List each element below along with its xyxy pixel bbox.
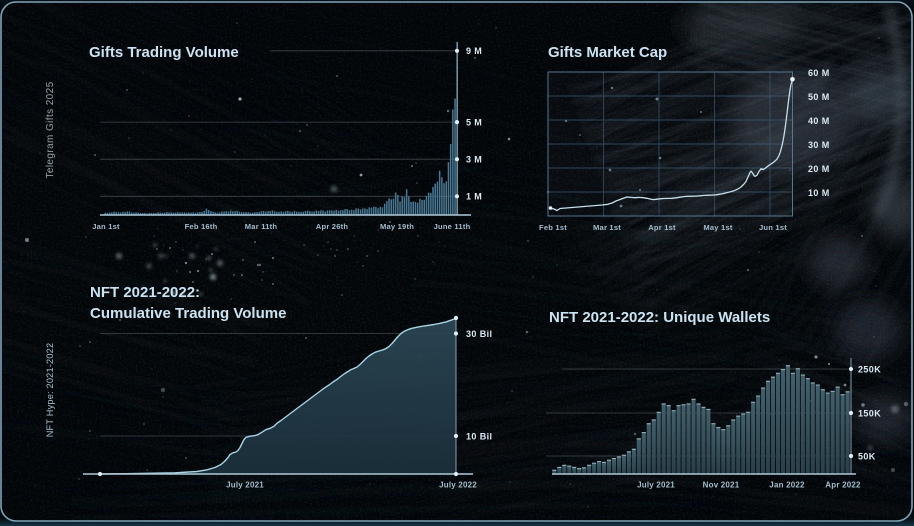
svg-text:July 2021: July 2021 <box>637 481 675 490</box>
svg-text:Apr 1st: Apr 1st <box>648 223 676 232</box>
svg-text:May 19th: May 19th <box>380 222 414 231</box>
svg-text:July 2022: July 2022 <box>439 481 477 490</box>
svg-text:1 M: 1 M <box>466 192 482 202</box>
svg-text:June 11th: June 11th <box>434 222 471 231</box>
svg-text:Feb 16th: Feb 16th <box>185 222 218 231</box>
svg-text:20 M: 20 M <box>808 164 830 174</box>
svg-text:Jan 2022: Jan 2022 <box>769 481 805 490</box>
svg-text:Nov 2021: Nov 2021 <box>703 481 740 490</box>
svg-text:30 M: 30 M <box>808 140 830 150</box>
svg-text:60 M: 60 M <box>808 68 830 78</box>
svg-text:Mar 1st: Mar 1st <box>593 223 621 232</box>
svg-text:Jun 1st: Jun 1st <box>759 223 787 232</box>
svg-text:Mar 11th: Mar 11th <box>245 222 278 231</box>
svg-text:150K: 150K <box>858 408 881 418</box>
svg-text:NFT 2021-2022: Unique Wallets: NFT 2021-2022: Unique Wallets <box>549 309 770 326</box>
svg-text:NFT Hype: 2021-2022: NFT Hype: 2021-2022 <box>45 343 55 438</box>
svg-text:Gifts Trading Volume: Gifts Trading Volume <box>89 44 239 61</box>
svg-text:Jan 1st: Jan 1st <box>92 222 120 231</box>
svg-text:Telegram Gifts 2025: Telegram Gifts 2025 <box>45 81 56 178</box>
svg-text:40 M: 40 M <box>808 116 830 126</box>
svg-text:50K: 50K <box>858 451 876 461</box>
svg-text:3 M: 3 M <box>466 154 482 164</box>
svg-text:9 M: 9 M <box>466 46 482 56</box>
svg-text:50 M: 50 M <box>808 92 830 102</box>
svg-text:Feb 1st: Feb 1st <box>539 223 567 232</box>
svg-text:10 Bil: 10 Bil <box>466 431 492 441</box>
svg-text:NFT 2021-2022:: NFT 2021-2022: <box>90 284 200 301</box>
svg-text:May 1st: May 1st <box>703 223 733 232</box>
svg-text:Apr 26th: Apr 26th <box>316 222 349 231</box>
svg-text:Apr 2022: Apr 2022 <box>825 481 861 490</box>
svg-text:10 M: 10 M <box>808 188 830 198</box>
svg-text:Gifts Market Cap: Gifts Market Cap <box>548 44 667 61</box>
svg-text:Cumulative Trading Volume: Cumulative Trading Volume <box>90 305 286 322</box>
svg-text:30 Bil: 30 Bil <box>466 329 492 339</box>
svg-text:250K: 250K <box>858 364 881 374</box>
svg-text:5 M: 5 M <box>466 117 482 127</box>
svg-text:July 2021: July 2021 <box>226 481 264 490</box>
